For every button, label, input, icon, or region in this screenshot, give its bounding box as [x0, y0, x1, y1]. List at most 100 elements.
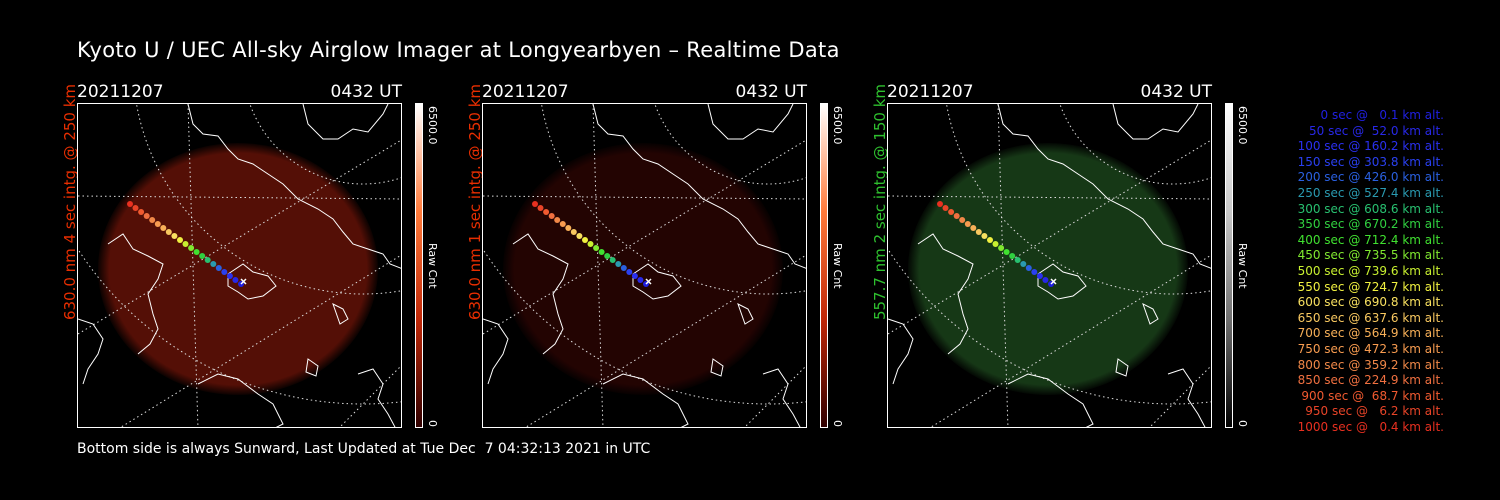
colorbar-max: 6500.0 [831, 106, 844, 145]
track-point [149, 217, 156, 223]
track-point [177, 237, 183, 243]
track-point [232, 277, 239, 283]
track-point [188, 245, 195, 251]
legend-entry: 400 sec @ 712.4 km alt. [1293, 232, 1444, 247]
legend-entry: 300 sec @ 608.6 km alt. [1293, 201, 1444, 216]
track-point [548, 213, 555, 219]
track-point [171, 233, 178, 239]
track-point [959, 217, 966, 223]
track-point [609, 257, 616, 263]
track-point [631, 273, 638, 279]
track-point [615, 261, 622, 267]
airglow-image [503, 143, 783, 395]
track-point [587, 241, 594, 247]
track-point [565, 225, 572, 231]
track-point [576, 233, 583, 239]
track-point [1020, 261, 1027, 267]
track-point [970, 225, 977, 231]
track-point [215, 265, 222, 271]
station-marker [240, 278, 247, 285]
legend-entry: 50 sec @ 52.0 km alt. [1301, 123, 1444, 138]
track-point [143, 213, 150, 219]
track-point [1003, 249, 1010, 255]
track-point [998, 245, 1005, 251]
colorbar-unit: Raw Cnt [426, 243, 439, 289]
colorbar-min: 0 [831, 420, 844, 427]
track-point [981, 233, 988, 239]
track-point [221, 269, 228, 275]
track-point [210, 261, 217, 267]
track-point [637, 277, 644, 283]
track-point [964, 221, 971, 227]
legend-entry: 0 sec @ 0.1 km alt. [1309, 108, 1444, 122]
airglow-image [908, 143, 1188, 395]
legend-entry: 100 sec @ 160.2 km alt. [1293, 139, 1444, 154]
track-point [554, 217, 561, 223]
track-point [199, 253, 206, 259]
track-point [537, 205, 544, 211]
legend-entry: 550 sec @ 724.7 km alt. [1293, 279, 1444, 294]
airglow-panel: 20211207 0432 UT 630.0 nm 1 sec intg. @ 25… [466, 80, 844, 430]
legend-entry: 800 sec @ 359.2 km alt. [1293, 357, 1444, 372]
track-point [127, 201, 133, 207]
legend-entry: 450 sec @ 735.5 km alt. [1293, 248, 1444, 263]
track-point [626, 269, 633, 275]
track-point [182, 241, 189, 247]
legend-entry: 200 sec @ 426.0 km alt. [1293, 170, 1444, 185]
trajectory-legend: 0 sec @ 0.1 km alt. 50 sec @ 52.0 km alt… [1262, 108, 1444, 435]
legend-entry: 1000 sec @ 0.4 km alt. [1297, 419, 1444, 434]
colorbar-min: 0 [1236, 420, 1249, 427]
track-point [543, 209, 550, 215]
colorbar-unit: Raw Cnt [831, 243, 844, 289]
allsky-map [77, 103, 402, 428]
footer-note: Bottom side is always Sunward, Last Upda… [77, 441, 651, 457]
legend-entry: 500 sec @ 739.6 km alt. [1293, 263, 1444, 278]
legend-entry: 750 sec @ 472.3 km alt. [1293, 341, 1444, 356]
legend-entry: 900 sec @ 68.7 km alt. [1297, 388, 1444, 403]
colorbar [820, 103, 828, 428]
station-marker [645, 278, 652, 285]
track-point [204, 257, 211, 263]
track-point [165, 229, 172, 235]
allsky-map [482, 103, 807, 428]
legend-entry: 700 sec @ 564.9 km alt. [1293, 326, 1444, 341]
colorbar [415, 103, 423, 428]
track-point [953, 213, 960, 219]
track-point [937, 201, 943, 207]
track-point [948, 209, 955, 215]
track-point [975, 229, 982, 235]
track-point [1014, 257, 1021, 263]
track-point [1042, 277, 1049, 283]
colorbar [1225, 103, 1233, 428]
track-point [620, 265, 627, 271]
track-point [226, 273, 233, 279]
track-point [570, 229, 577, 235]
legend-entry: 600 sec @ 690.8 km alt. [1293, 295, 1444, 310]
panel-date: 20211207 [482, 82, 569, 102]
airglow-panel: 20211207 0432 UT 630.0 nm 4 sec intg. @ 25… [61, 80, 439, 430]
track-point [582, 237, 588, 243]
airglow-image [98, 143, 378, 395]
track-point [138, 209, 145, 215]
track-point [987, 237, 993, 243]
track-point [942, 205, 949, 211]
allsky-map [887, 103, 1212, 428]
track-point [532, 201, 538, 207]
track-point [598, 249, 605, 255]
legend-entry: 250 sec @ 527.4 km alt. [1293, 185, 1444, 200]
legend-entry: 350 sec @ 670.2 km alt. [1293, 217, 1444, 232]
track-point [132, 205, 139, 211]
track-point [604, 253, 611, 259]
track-point [1009, 253, 1016, 259]
page-title: Kyoto U / UEC All-sky Airglow Imager at … [77, 38, 840, 62]
colorbar-min: 0 [426, 420, 439, 427]
track-point [1025, 265, 1032, 271]
track-point [559, 221, 566, 227]
track-point [593, 245, 600, 251]
track-point [992, 241, 999, 247]
panel-time: 0432 UT [1140, 82, 1213, 102]
panel-time: 0432 UT [330, 82, 403, 102]
track-point [1036, 273, 1043, 279]
colorbar-max: 6500.0 [426, 106, 439, 145]
panel-time: 0432 UT [735, 82, 808, 102]
